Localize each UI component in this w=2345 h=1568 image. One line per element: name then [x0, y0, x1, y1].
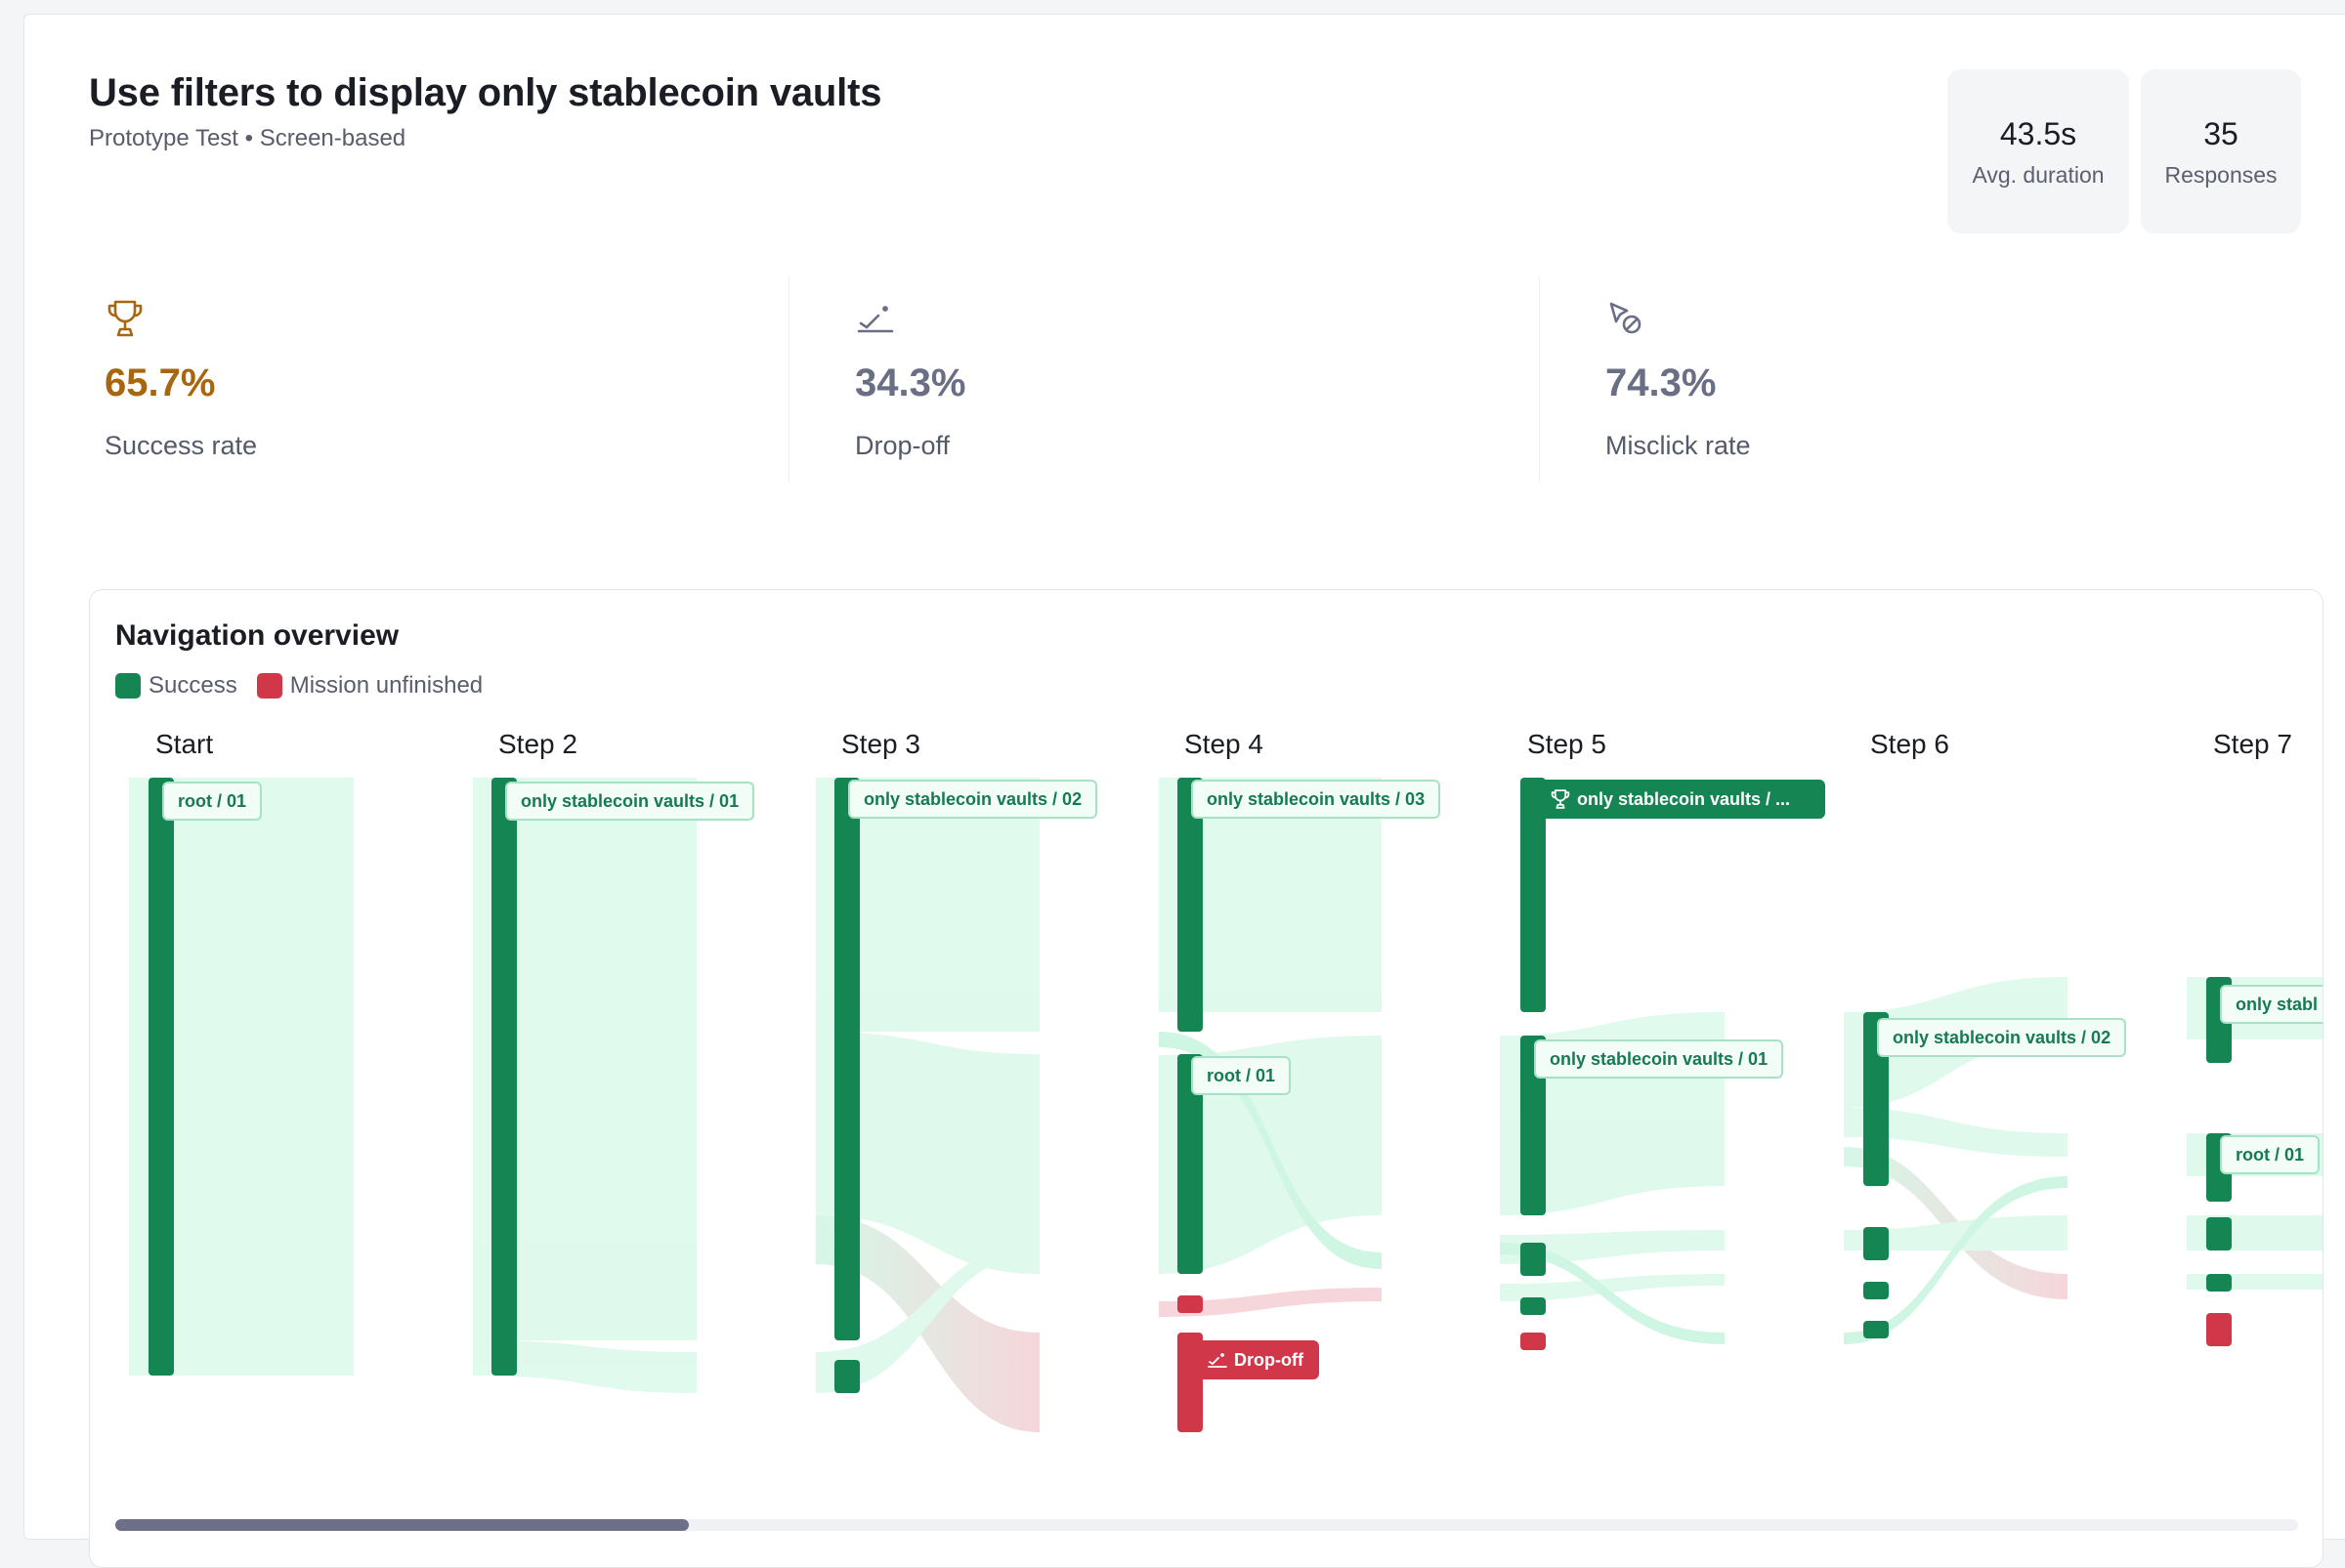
legend: Success Mission unfinished	[115, 672, 502, 699]
legend-success-label: Success	[149, 672, 237, 699]
flow-step6-step7-c	[1844, 1215, 2068, 1250]
flow-step4-step5-c	[1159, 1288, 1382, 1317]
node-label-step4-root[interactable]: root / 01	[1191, 1056, 1292, 1095]
node-step7-unfinished	[2206, 1313, 2232, 1346]
node-step5-small-a	[1520, 1243, 1546, 1276]
step-label-7: Step 7	[2213, 729, 2292, 759]
node-step3-bottom	[834, 1360, 860, 1393]
avg-duration-value: 43.5s	[1999, 116, 2077, 151]
node-label-step6-vaults02[interactable]: only stablecoin vaults / 02	[1877, 1018, 2127, 1057]
node-label-step4-dropoff[interactable]: Drop-off	[1191, 1340, 1319, 1379]
avg-duration-stat: 43.5s Avg. duration	[1947, 69, 2129, 233]
node-label-step2-vaults01[interactable]: only stablecoin vaults / 01	[505, 782, 755, 821]
flow-step3-step4-bottom	[816, 1243, 1040, 1393]
dropoff-label-text: Drop-off	[1234, 1350, 1303, 1370]
flow-step4-step5-b	[1159, 1032, 1382, 1269]
node-label-step7-vaults[interactable]: only stabl	[2220, 985, 2323, 1024]
node-step2-vaults01	[491, 778, 517, 1376]
dropoff-icon	[1208, 1353, 1227, 1368]
drop-off-label: Drop-off	[855, 431, 951, 460]
drop-off-value: 34.3%	[855, 361, 966, 404]
horizontal-scrollbar-thumb[interactable]	[115, 1519, 689, 1531]
success-rate-metric: 65.7% Success rate	[105, 298, 257, 461]
flow-step6-step7-b	[1844, 1108, 2068, 1157]
node-step6-small-b	[1863, 1282, 1889, 1299]
node-step5-unfinished	[1520, 1333, 1546, 1350]
node-label-start-root[interactable]: root / 01	[162, 782, 263, 821]
responses-stat: 35 Responses	[2141, 69, 2301, 233]
node-label-step3-vaults02[interactable]: only stablecoin vaults / 02	[848, 780, 1098, 819]
node-start-root	[149, 778, 174, 1376]
step-label-3: Step 3	[841, 729, 920, 759]
node-step5-vaults01	[1520, 1036, 1546, 1215]
legend-item-unfinished: Mission unfinished	[256, 672, 484, 699]
misclick-icon	[1609, 302, 1642, 334]
node-step7-small-b	[2206, 1274, 2232, 1292]
flow-step2-step3-small	[473, 1340, 697, 1393]
flow-step5-step6-d	[1500, 1243, 1725, 1344]
page-title: Use filters to display only stablecoin v…	[89, 71, 882, 114]
step-label-5: Step 5	[1527, 729, 1606, 759]
success-swatch	[115, 673, 141, 699]
step-label-2: Step 2	[498, 729, 577, 759]
misclick-rate-label: Misclick rate	[1605, 431, 1751, 460]
node-step6-small-c	[1863, 1321, 1889, 1338]
legend-item-success: Success	[115, 672, 237, 699]
node-label-step7-root[interactable]: root / 01	[2220, 1135, 2321, 1174]
node-step3-vaults02	[834, 778, 860, 1340]
trophy-icon	[107, 300, 143, 337]
unfinished-swatch	[256, 673, 282, 699]
test-result-card: Use filters to display only stablecoin v…	[23, 14, 2345, 1568]
node-step5-success	[1520, 778, 1546, 1012]
misclick-rate-metric: 74.3% Misclick rate	[1605, 298, 1751, 461]
node-step7-small-a	[2206, 1217, 2232, 1250]
node-step4-vaults03	[1177, 778, 1203, 1032]
node-step5-small-b	[1520, 1297, 1546, 1315]
step-label-4: Step 4	[1184, 729, 1263, 759]
trophy-icon	[1551, 789, 1570, 809]
divider	[1539, 276, 1540, 482]
avg-duration-label: Avg. duration	[1972, 162, 2105, 188]
step5-success-label-text: only stablecoin vaults / ...	[1577, 789, 1791, 809]
node-step6-small-a	[1863, 1227, 1889, 1260]
node-step4-unfinished	[1177, 1295, 1203, 1313]
step-label-start: Start	[155, 729, 214, 759]
node-label-step4-vaults03[interactable]: only stablecoin vaults / 03	[1191, 780, 1441, 819]
responses-value: 35	[2203, 116, 2238, 151]
flow-step2-step3	[473, 778, 697, 1340]
flow-step3-step4	[816, 778, 1040, 1032]
step-label-6: Step 6	[1870, 729, 1949, 759]
legend-unfinished-label: Mission unfinished	[289, 672, 484, 699]
node-label-step5-success[interactable]: only stablecoin vaults / ...	[1534, 780, 1825, 819]
drop-off-metric: 34.3% Drop-off	[855, 298, 965, 461]
navigation-title: Navigation overview	[115, 619, 400, 652]
flow-step4-step5	[1159, 778, 1382, 1012]
page-subtitle: Prototype Test • Screen-based	[89, 125, 406, 151]
navigation-overview: Navigation overview Success Mission unfi…	[89, 589, 2324, 1568]
success-rate-label: Success rate	[105, 431, 258, 460]
node-label-step5-vaults01[interactable]: only stablecoin vaults / 01	[1534, 1039, 1784, 1079]
misclick-rate-value: 74.3%	[1605, 361, 1717, 404]
flow-step3-step4-root	[816, 1032, 1040, 1274]
responses-label: Responses	[2164, 162, 2278, 188]
dropoff-icon	[857, 306, 894, 333]
node-step4-root	[1177, 1054, 1203, 1274]
flow-step5-step6-c	[1500, 1274, 1725, 1301]
success-rate-value: 65.7%	[105, 361, 216, 404]
flow-start-step2	[129, 778, 354, 1376]
